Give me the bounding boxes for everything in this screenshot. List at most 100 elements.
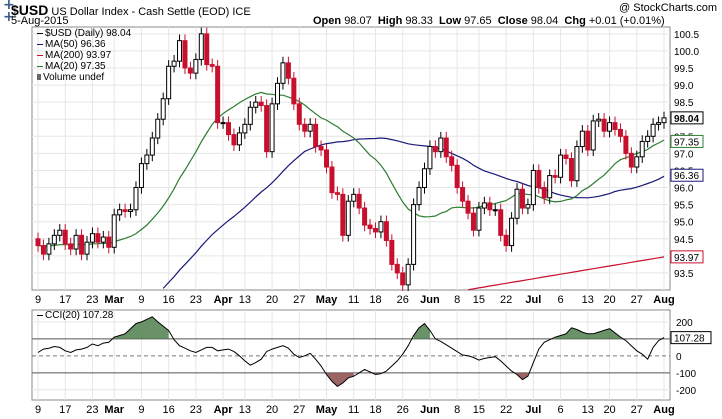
- candle: [394, 258, 400, 280]
- candle-body: [138, 163, 144, 189]
- cci-overbought-fill: [413, 323, 430, 339]
- candle: [612, 116, 618, 136]
- x-tick-label: 27: [293, 404, 305, 416]
- candle-body: [579, 130, 585, 148]
- candle-body: [345, 200, 351, 236]
- ma50-swatch: [37, 43, 43, 45]
- copyright[interactable]: @ StockCharts.com: [619, 2, 717, 14]
- candle-body: [62, 229, 68, 245]
- candle-body: [100, 236, 106, 243]
- candle: [79, 229, 85, 261]
- cci-y-tick-label: 200: [676, 318, 693, 329]
- candle: [416, 181, 422, 211]
- candle: [334, 186, 340, 201]
- candle: [128, 203, 134, 218]
- candle-body: [400, 272, 406, 286]
- candle-body: [57, 229, 63, 236]
- price-legend: $USD (Daily) 98.04 MA(50) 96.36 MA(200) …: [37, 28, 131, 83]
- candle: [133, 181, 139, 216]
- candle: [460, 181, 466, 208]
- candle: [313, 118, 319, 153]
- expand-icon[interactable]: +: [3, 0, 15, 13]
- open-value: 98.07: [344, 15, 372, 27]
- candle-body: [416, 187, 422, 206]
- x-tick-label: 16: [163, 404, 175, 416]
- candle-body: [318, 146, 324, 151]
- price-panel: 93.594.094.595.095.596.096.597.097.598.0…: [31, 26, 704, 292]
- legend-main-label: $USD (Daily) 98.04: [45, 28, 132, 39]
- candle: [242, 118, 248, 140]
- candle: [563, 148, 569, 165]
- x-tick-label: 13: [582, 404, 594, 416]
- x-tick-label: 15: [473, 404, 485, 416]
- candle: [144, 148, 150, 170]
- candle-body: [51, 234, 57, 245]
- candle-body: [89, 233, 95, 243]
- close-value: 98.04: [530, 15, 559, 27]
- x-tick-label: 8: [454, 404, 460, 416]
- high-label: High: [377, 15, 403, 27]
- candle: [579, 125, 585, 153]
- candle: [590, 114, 596, 157]
- candle-body: [106, 236, 112, 248]
- candle-body: [503, 234, 509, 247]
- candle-body: [269, 103, 275, 153]
- low-label: Low: [439, 15, 462, 27]
- candle: [628, 147, 634, 174]
- candle: [378, 215, 384, 239]
- x-tick-label: 26: [397, 294, 409, 306]
- x-tick-label: 9: [138, 294, 144, 306]
- candle-body: [253, 101, 259, 108]
- candle-body: [166, 65, 172, 100]
- candle-body: [329, 166, 335, 194]
- candle: [421, 162, 427, 194]
- candle-body: [449, 156, 455, 166]
- candle: [405, 258, 411, 292]
- x-tick-label: 20: [266, 404, 278, 416]
- instrument-name: US Dollar Index - Cash Settle (EOD): [51, 6, 230, 18]
- x-tick-label: 22: [500, 404, 512, 416]
- x-tick-label: 18: [369, 404, 381, 416]
- low-value: 97.65: [464, 15, 492, 27]
- x-tick-label: 23: [190, 294, 202, 306]
- candle: [106, 230, 112, 254]
- value-tag-label: 98.04: [674, 114, 699, 125]
- candle: [122, 203, 128, 218]
- candle-body: [509, 217, 515, 247]
- candle: [356, 188, 362, 215]
- candle: [411, 198, 417, 271]
- candle: [51, 229, 57, 251]
- cci-overbought-fill: [114, 316, 169, 339]
- candle: [400, 266, 406, 292]
- candle-body: [585, 130, 591, 151]
- ma20-swatch: [37, 65, 43, 67]
- high-value: 98.33: [405, 15, 433, 27]
- candle-body: [79, 234, 85, 255]
- legend-ma200-label: MA(200) 93.97: [45, 50, 112, 61]
- candle: [204, 27, 210, 71]
- price-y-tick-label: 99.0: [674, 81, 694, 92]
- price-value-tag: 98.04: [670, 111, 704, 125]
- candle: [601, 113, 607, 138]
- cci-panel: -200-1000100200 107.28: [31, 309, 712, 401]
- x-tick-label: 27: [631, 404, 643, 416]
- candle-body: [242, 123, 248, 134]
- value-tag-label: 96.36: [674, 171, 699, 182]
- candle-body: [563, 154, 569, 159]
- candle-body: [454, 164, 460, 189]
- candle: [68, 237, 74, 256]
- candle: [149, 131, 155, 162]
- expand-icon-2[interactable]: +: [3, 9, 15, 25]
- candle-body: [536, 169, 542, 189]
- candle: [258, 95, 264, 112]
- x-tick-label: 13: [239, 294, 251, 306]
- x-tick-label: 13: [239, 404, 251, 416]
- candle: [362, 201, 368, 232]
- candle: [264, 99, 270, 158]
- candle-body: [324, 149, 330, 168]
- candle-body: [394, 263, 400, 274]
- candle: [160, 92, 166, 126]
- candle: [443, 131, 449, 163]
- candle: [198, 27, 204, 66]
- price-y-tick-label: 98.5: [674, 98, 694, 109]
